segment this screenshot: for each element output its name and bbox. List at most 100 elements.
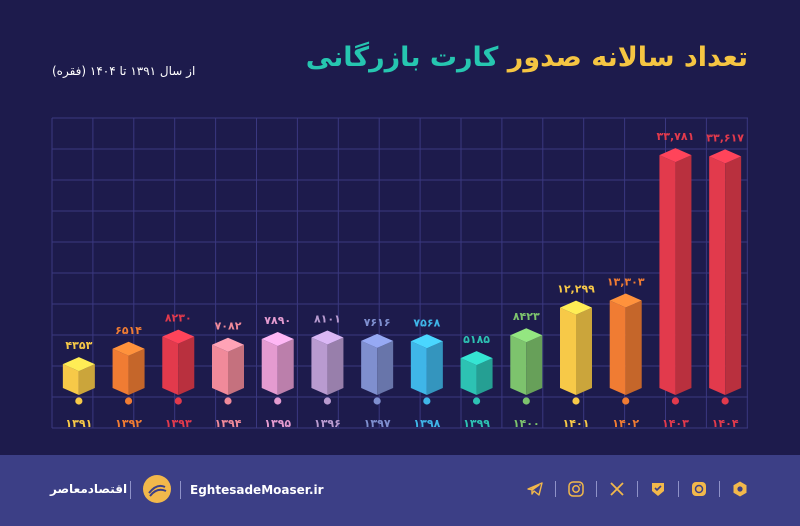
bar — [112, 341, 145, 395]
category-label: ۱۳۹۵ — [264, 417, 291, 430]
bar-face-right — [128, 348, 145, 395]
bar-face-right — [228, 344, 244, 395]
icon-divider — [555, 481, 556, 497]
bar-face-top — [212, 337, 244, 352]
bar-face-right — [576, 307, 592, 395]
bar-face-left — [112, 348, 129, 395]
bar-value-label: ۳۳,۶۱۷ — [706, 131, 744, 144]
bar-face-left — [510, 335, 527, 395]
category-dot — [124, 397, 133, 405]
eitaa-icon[interactable] — [689, 479, 709, 499]
bar-face-right — [178, 336, 195, 395]
icon-divider — [678, 481, 679, 497]
footer-brand: اقتصادمعاصر — [50, 482, 128, 496]
category-dot — [75, 397, 83, 405]
bar-value-label: ۷۸۹۰ — [264, 314, 291, 327]
aparat-icon[interactable] — [730, 479, 750, 499]
bar-face-right — [327, 337, 344, 395]
category-dot — [224, 397, 232, 405]
bar-face-left — [212, 344, 228, 395]
category-label: ۱۳۹۸ — [413, 417, 440, 430]
bar — [261, 331, 294, 395]
bar-value-label: ۷۰۸۲ — [215, 320, 242, 333]
chart-subtitle: از سال ۱۳۹۱ تا ۱۴۰۴ (فقره) — [52, 64, 196, 78]
bar-face-top — [311, 330, 344, 345]
bar-face-right — [675, 155, 692, 395]
instagram-icon[interactable] — [566, 479, 586, 499]
chart-bars: ۴۳۵۳ ۱۳۹۱ ۶۵۱۴ ۱۳۹۲ ۸۲۳۰ ۱۳۹۳ ۷۰۸۲ ۱۳۹۴ ۷۸۹۰ ۱۳۹۵… — [62, 130, 744, 430]
category-label: ۱۴۰۲ — [612, 417, 639, 430]
bar — [62, 357, 95, 395]
bar-face-top — [609, 293, 642, 308]
bar — [162, 329, 195, 395]
bar-face-left — [311, 337, 328, 395]
footer-divider — [130, 481, 131, 499]
category-dot — [373, 397, 381, 405]
bar-face-right — [625, 300, 642, 395]
bar-face-left — [659, 155, 676, 395]
bar-value-label: ۶۵۱۴ — [115, 324, 142, 337]
category-label: ۱۴۰۳ — [662, 417, 689, 430]
bar-face-top — [162, 329, 195, 344]
bar-face-left — [709, 156, 726, 395]
bar-face-right — [78, 364, 95, 395]
category-label: ۱۳۹۳ — [165, 417, 192, 430]
bar-face-left — [361, 340, 378, 395]
category-label: ۱۳۹۲ — [115, 417, 142, 430]
category-label: ۱۳۹۹ — [463, 417, 490, 430]
category-dot — [622, 397, 630, 405]
bar-face-left — [162, 336, 179, 395]
bar-value-label: ۸۲۳۰ — [165, 312, 192, 325]
category-label: ۱۳۹۶ — [314, 417, 341, 430]
bar — [659, 148, 692, 395]
bar-face-top — [112, 341, 145, 356]
website-link[interactable]: EghtesadeMoaser.ir — [190, 483, 324, 497]
chart-grid — [51, 117, 748, 429]
bar-value-label: ۴۳۵۳ — [65, 339, 92, 352]
category-dot — [522, 397, 530, 405]
chart-title: تعداد سالانه صدور کارت بازرگانی — [306, 42, 748, 73]
bar-face-top — [410, 334, 443, 349]
bar-face-left — [62, 364, 79, 395]
bar-value-label: ۸۴۲۳ — [513, 310, 540, 323]
bar-value-label: ۳۳,۷۸۱ — [657, 130, 695, 143]
bar-face-top — [709, 149, 742, 164]
x-icon[interactable] — [607, 479, 627, 499]
footer: اقتصادمعاصر EghtesadeMoaser.ir — [0, 455, 800, 526]
bar — [311, 330, 344, 395]
category-label: ۱۳۹۱ — [65, 417, 92, 430]
bar — [560, 300, 592, 395]
bar-face-right — [277, 338, 294, 395]
icon-divider — [637, 481, 638, 497]
bar — [609, 293, 642, 395]
bar-face-left — [261, 338, 278, 395]
bar-face-right — [426, 341, 443, 395]
bar-value-label: ۷۶۱۶ — [364, 316, 391, 329]
bar-face-top — [62, 357, 95, 372]
title-part-2: کارت بازرگانی — [305, 42, 499, 73]
bar-face-top — [361, 333, 394, 348]
bar-face-top — [659, 148, 692, 163]
telegram-icon[interactable] — [525, 479, 545, 499]
category-label: ۱۳۹۷ — [364, 417, 391, 430]
category-label: ۱۴۰۴ — [712, 417, 739, 430]
bale-icon[interactable] — [648, 479, 668, 499]
bar — [212, 337, 244, 395]
bar-face-top — [460, 351, 493, 366]
bar — [361, 333, 394, 395]
bar-face-right — [377, 340, 394, 395]
category-label: ۱۳۹۴ — [215, 417, 242, 430]
category-dot — [572, 397, 580, 405]
bar-value-label: ۷۵۶۸ — [413, 316, 440, 329]
bar — [410, 334, 443, 395]
brand-logo-icon — [143, 475, 171, 503]
bar-face-top — [560, 300, 592, 315]
bar-chart: ۴۳۵۳ ۱۳۹۱ ۶۵۱۴ ۱۳۹۲ ۸۲۳۰ ۱۳۹۳ ۷۰۸۲ ۱۳۹۴ ۷۸۹۰ ۱۳۹۵… — [51, 117, 748, 430]
bar-face-left — [560, 307, 576, 395]
bar-face-top — [510, 328, 543, 343]
title-part-1: تعداد سالانه صدور — [507, 42, 748, 73]
icon-divider — [596, 481, 597, 497]
category-label: ۱۴۰۱ — [563, 417, 590, 430]
bar-face-right — [725, 156, 742, 395]
social-icons — [525, 479, 750, 499]
